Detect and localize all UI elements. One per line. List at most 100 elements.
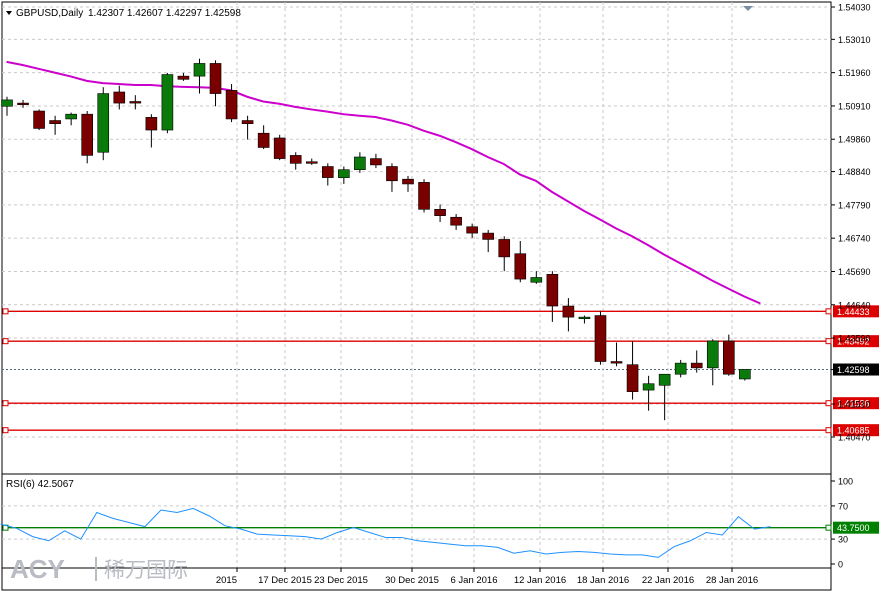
level-handle-right[interactable] xyxy=(825,308,832,315)
level-handle-right[interactable] xyxy=(825,427,832,434)
price-tick-label: 1.47790 xyxy=(838,200,871,210)
bull-candle xyxy=(578,316,591,320)
level-handle-right[interactable] xyxy=(825,400,832,407)
bull-candle xyxy=(65,113,77,120)
level-handle-left[interactable] xyxy=(2,400,9,407)
date-label: 28 Jan 2016 xyxy=(706,575,758,586)
bear-candle xyxy=(273,137,286,159)
rsi-tick-label: 70 xyxy=(838,501,848,511)
bear-candle xyxy=(370,158,382,166)
rsi-title: RSI(6) 42.5067 xyxy=(6,479,74,490)
bear-candle xyxy=(257,132,270,148)
price-tick-label: 1.43590 xyxy=(838,334,871,344)
date-label: 17 Dec 2015 xyxy=(258,575,312,586)
bull-candle xyxy=(739,369,751,380)
bear-candle xyxy=(145,117,158,131)
grid xyxy=(2,2,831,568)
date-label: 6 Jan 2016 xyxy=(450,575,497,586)
bear-candle xyxy=(289,155,302,164)
rsi-line xyxy=(0,507,771,558)
logo-chinese: 稀万国际 xyxy=(104,559,188,582)
level-tag xyxy=(833,397,879,410)
price-tick-label: 1.51960 xyxy=(838,68,871,78)
date-label: 18 Jan 2016 xyxy=(577,575,629,586)
moving-average-line xyxy=(6,60,761,305)
rsi-level-tag xyxy=(833,521,879,534)
bull-candle xyxy=(674,362,687,375)
price-tick-label: 1.50910 xyxy=(838,101,871,111)
price-tick-label: 1.45690 xyxy=(838,267,871,277)
bull-candle xyxy=(530,277,543,283)
bear-candle xyxy=(33,110,45,129)
bear-candle xyxy=(209,63,222,94)
current-price-tag xyxy=(833,363,879,376)
level-label: 1.40685 xyxy=(837,426,870,436)
bear-candle xyxy=(434,209,446,216)
rsi-level-label: 43.7500 xyxy=(837,523,870,533)
rsi-level-handle-right[interactable] xyxy=(825,524,832,531)
price-tick-label: 1.53010 xyxy=(838,35,871,45)
level-label: 1.43492 xyxy=(837,337,870,347)
price-axis: 1.54030 1.53010 1.51960 1.50910 1.49860 1.488… xyxy=(831,3,879,443)
level-tag xyxy=(833,305,879,318)
level-tag xyxy=(833,424,879,437)
price-tick-label: 1.49860 xyxy=(838,135,871,145)
ohlc-values: 1.42307 1.42607 1.42297 1.42598 xyxy=(88,8,241,19)
bull-candle xyxy=(193,63,206,77)
level-handle-right[interactable] xyxy=(825,338,832,345)
bear-candle xyxy=(546,274,559,307)
bull-candle xyxy=(161,74,174,131)
rsi-indicator: 100 70 30 0 43.7500 xyxy=(0,477,879,570)
date-label: 22 Jan 2016 xyxy=(642,575,694,586)
horizontal-levels[interactable]: 1.44433 1.43492 1.41536 1.40685 xyxy=(2,305,879,437)
bull-candle xyxy=(642,383,655,391)
level-label: 1.44433 xyxy=(837,307,870,317)
bear-candle xyxy=(466,226,478,234)
chart-header[interactable]: GBPUSD,Daily 1.42307 1.42607 1.42297 1.4… xyxy=(6,8,241,19)
level-handle-left[interactable] xyxy=(2,308,9,315)
bull-candle xyxy=(706,340,719,369)
bear-candle xyxy=(386,166,398,182)
rsi-tick-label: 0 xyxy=(838,560,843,570)
bear-candle xyxy=(402,178,414,185)
level-label: 1.41536 xyxy=(837,399,870,409)
rsi-tick-label: 100 xyxy=(838,477,853,487)
bear-candle xyxy=(626,364,639,392)
bear-candle xyxy=(450,216,462,226)
bear-candle xyxy=(225,90,238,120)
bear-candle xyxy=(514,253,527,280)
bull-candle xyxy=(658,373,671,386)
chart-frame xyxy=(1,1,832,591)
bear-candle xyxy=(690,362,703,369)
date-label: 30 Dec 2015 xyxy=(385,575,439,586)
symbol-label: GBPUSD,Daily xyxy=(16,8,83,19)
bear-candle xyxy=(177,75,190,80)
price-tick-label: 1.46740 xyxy=(838,234,871,244)
level-tag xyxy=(833,335,879,348)
scroll-marker-icon[interactable] xyxy=(743,6,753,11)
price-tick-label: 1.40470 xyxy=(838,433,871,443)
bear-candle xyxy=(594,315,607,362)
bull-candle xyxy=(338,169,350,178)
bull-candle xyxy=(1,99,13,107)
bear-candle xyxy=(722,340,735,375)
triangle-down-icon[interactable] xyxy=(6,11,12,15)
bear-candle xyxy=(610,361,623,364)
price-tick-label: 1.48840 xyxy=(838,167,871,177)
date-label: 2015 xyxy=(216,575,237,586)
price-tick-label: 1.41510 xyxy=(838,400,871,410)
bear-candle xyxy=(113,91,126,104)
bear-candle xyxy=(305,161,318,164)
rsi-tick-label: 30 xyxy=(838,535,848,545)
bull-candle xyxy=(97,93,110,153)
acy-logo: ACY 稀万国际 xyxy=(10,554,188,584)
logo-latin: ACY xyxy=(10,554,65,584)
level-handle-left[interactable] xyxy=(2,338,9,345)
bear-candle xyxy=(562,305,575,318)
bear-candle xyxy=(81,113,93,156)
bear-candle xyxy=(498,239,511,258)
bear-candle xyxy=(241,120,254,124)
level-handle-left[interactable] xyxy=(2,427,9,434)
price-tick-label: 1.44640 xyxy=(838,300,871,310)
